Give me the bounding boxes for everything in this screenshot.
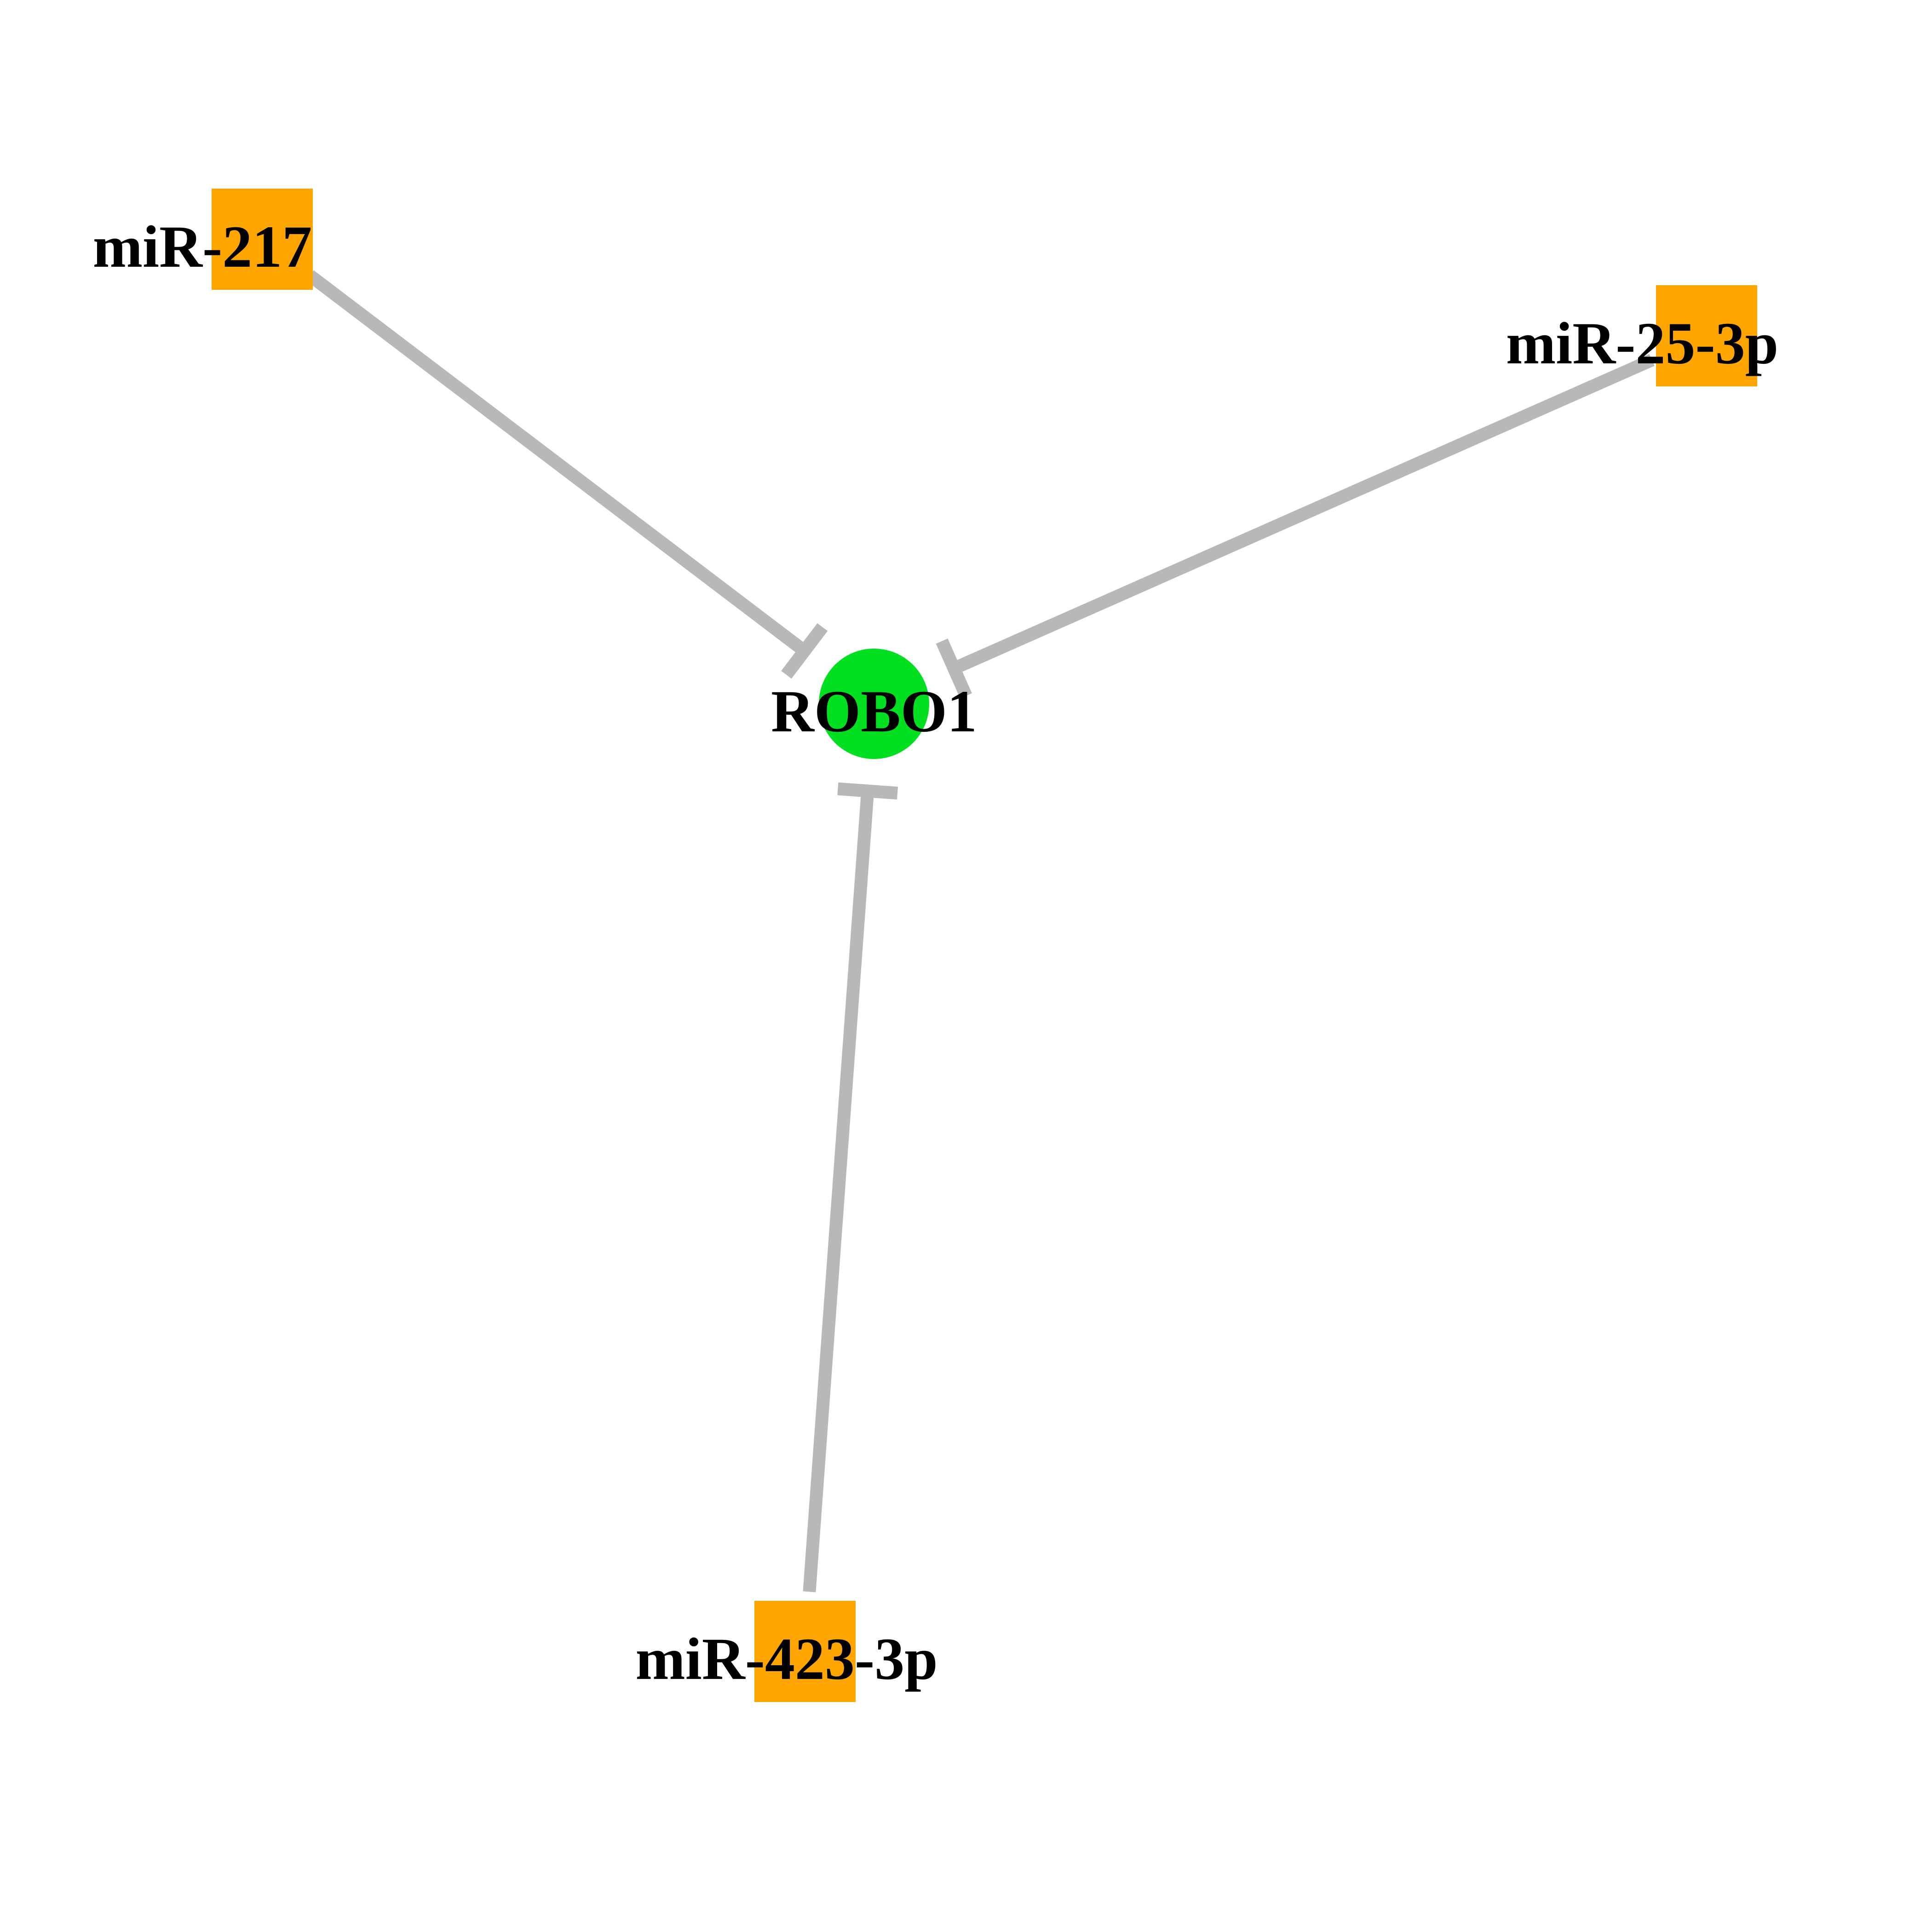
label-miR-423-3p: miR-423-3p xyxy=(635,1626,937,1692)
label-miR-217: miR-217 xyxy=(93,214,312,280)
labels-layer: ROBO1 miR-217 miR-25-3p miR-423-3p xyxy=(93,214,1778,1692)
label-miR-25-3p: miR-25-3p xyxy=(1506,310,1778,377)
label-ROBO1: ROBO1 xyxy=(771,678,977,745)
edge-miR-423-3p-ROBO1-inhibitor-bar xyxy=(838,789,897,793)
edges-layer xyxy=(310,276,1652,1592)
edge-miR-423-3p-ROBO1 xyxy=(809,791,868,1592)
edge-miR-217-ROBO1 xyxy=(310,276,805,651)
edge-miR-25-3p-ROBO1 xyxy=(954,360,1652,669)
